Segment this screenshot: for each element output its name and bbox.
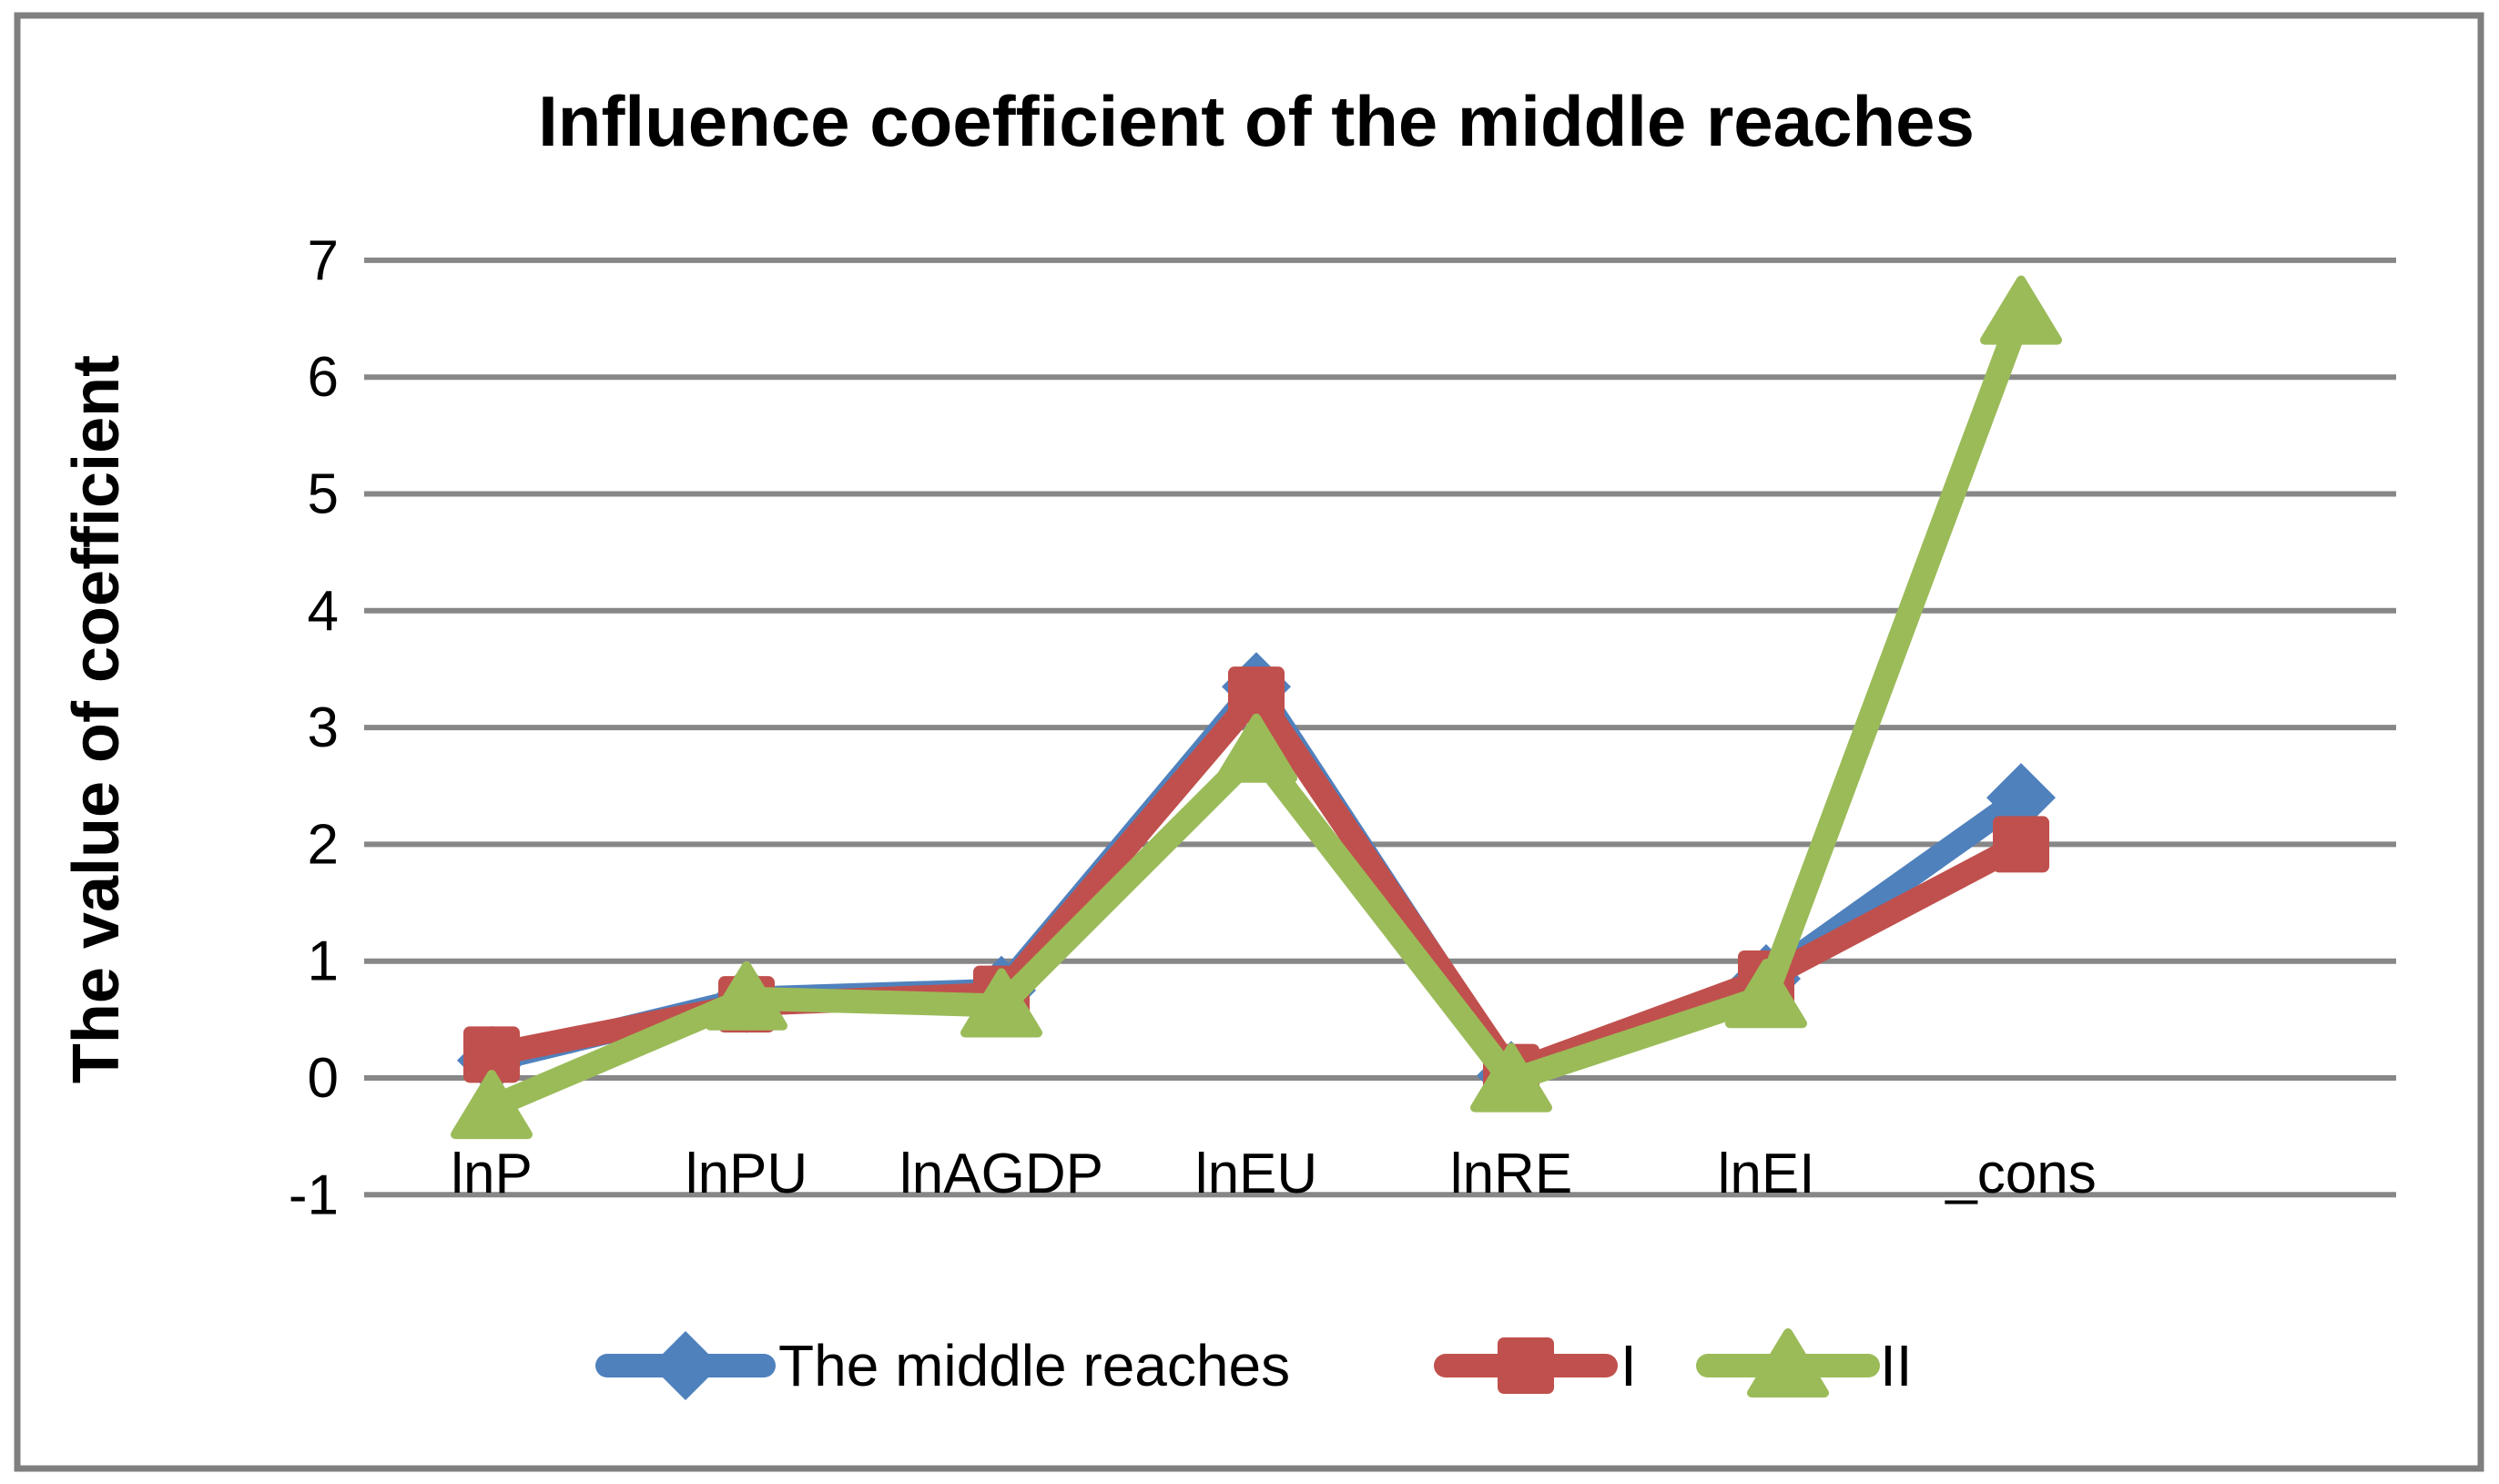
y-tick-label: 0 bbox=[308, 1047, 339, 1110]
x-axis-tick-labels: lnP lnPU lnAGDP lnEU lnRE lnEI _cons bbox=[451, 1143, 2097, 1205]
y-tick-label: 1 bbox=[308, 930, 339, 993]
square-marker bbox=[1498, 1337, 1554, 1394]
legend-label: II bbox=[1880, 1333, 1913, 1398]
legend-item: The middle reaches bbox=[595, 1331, 1290, 1400]
triangle-marker bbox=[1980, 275, 2062, 345]
x-tick-label: lnEU bbox=[1195, 1143, 1317, 1205]
legend-item: II bbox=[1696, 1328, 1913, 1398]
triangle-marker bbox=[451, 1070, 533, 1140]
x-tick-label: lnRE bbox=[1450, 1143, 1572, 1205]
y-tick-label: 3 bbox=[308, 696, 339, 759]
legend-item: I bbox=[1434, 1333, 1637, 1398]
legend: The middle reaches I II bbox=[595, 1328, 1913, 1400]
square-marker bbox=[1993, 816, 2049, 873]
diamond-marker bbox=[651, 1331, 720, 1400]
triangle-marker bbox=[1747, 1328, 1829, 1398]
y-axis-tick-labels: 7 6 5 4 3 2 1 0 -1 bbox=[289, 229, 339, 1226]
triangle-marker bbox=[1725, 959, 1807, 1029]
x-tick-label: lnAGDP bbox=[899, 1143, 1103, 1205]
y-tick-label: -1 bbox=[289, 1164, 339, 1226]
gridlines-group bbox=[364, 257, 2396, 1198]
triangle-marker bbox=[706, 961, 787, 1031]
x-tick-label: _cons bbox=[1945, 1143, 2096, 1205]
x-tick-label: lnEI bbox=[1718, 1143, 1815, 1205]
square-marker bbox=[1228, 666, 1285, 724]
y-tick-label: 5 bbox=[308, 463, 339, 526]
y-tick-label: 4 bbox=[308, 580, 339, 643]
legend-label: I bbox=[1620, 1333, 1637, 1398]
legend-label: The middle reaches bbox=[778, 1333, 1290, 1398]
y-tick-label: 2 bbox=[308, 813, 339, 876]
y-tick-label: 7 bbox=[308, 229, 339, 292]
y-tick-label: 6 bbox=[308, 346, 339, 409]
square-marker bbox=[463, 1026, 520, 1083]
triangle-marker bbox=[1470, 1042, 1552, 1113]
series-3 bbox=[451, 275, 2062, 1140]
x-tick-label: lnPU bbox=[686, 1143, 808, 1205]
chart-border bbox=[14, 12, 2484, 1472]
chart-title: Influence coefficient of the middle reac… bbox=[538, 81, 1975, 161]
diamond-marker bbox=[1986, 763, 2056, 833]
triangle-marker bbox=[1215, 713, 1297, 783]
x-tick-label: lnP bbox=[451, 1143, 533, 1205]
y-axis-title: The value of coefficient bbox=[60, 355, 133, 1083]
triangle-marker bbox=[960, 968, 1042, 1038]
